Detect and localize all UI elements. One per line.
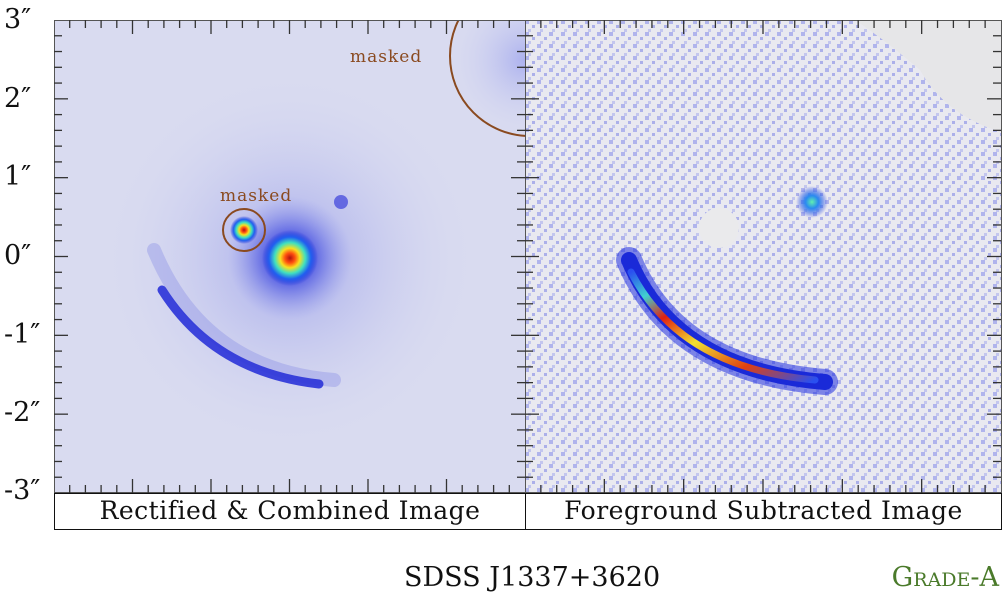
object-name: SDSS J1337+3620 [404, 562, 661, 593]
rectified-combined-image-panel: masked masked [54, 20, 525, 493]
lens-image-left [100, 20, 525, 450]
left-panel-caption: Rectified & Combined Image [54, 493, 526, 530]
lens-image-right [525, 20, 1001, 493]
y-tick-label-neg1: -1″ [4, 319, 41, 350]
right-panel-caption: Foreground Subtracted Image [525, 493, 1002, 530]
foreground-subtracted-image-panel [525, 20, 1001, 493]
mask-circle-center [222, 208, 266, 252]
y-tick-label-0: 0″ [4, 240, 32, 271]
mask-circle-top-right [449, 20, 525, 137]
masked-label-top-right: masked [350, 47, 423, 67]
y-tick-label-neg2: -2″ [4, 397, 41, 428]
y-tick-label-2: 2″ [4, 83, 32, 114]
y-tick-label-neg3: -3″ [4, 475, 41, 506]
y-tick-label-3: 3″ [4, 4, 32, 35]
grade-label: Grade-A [891, 562, 999, 593]
masked-label-center: masked [220, 186, 293, 206]
y-tick-label-1: 1″ [4, 161, 32, 192]
